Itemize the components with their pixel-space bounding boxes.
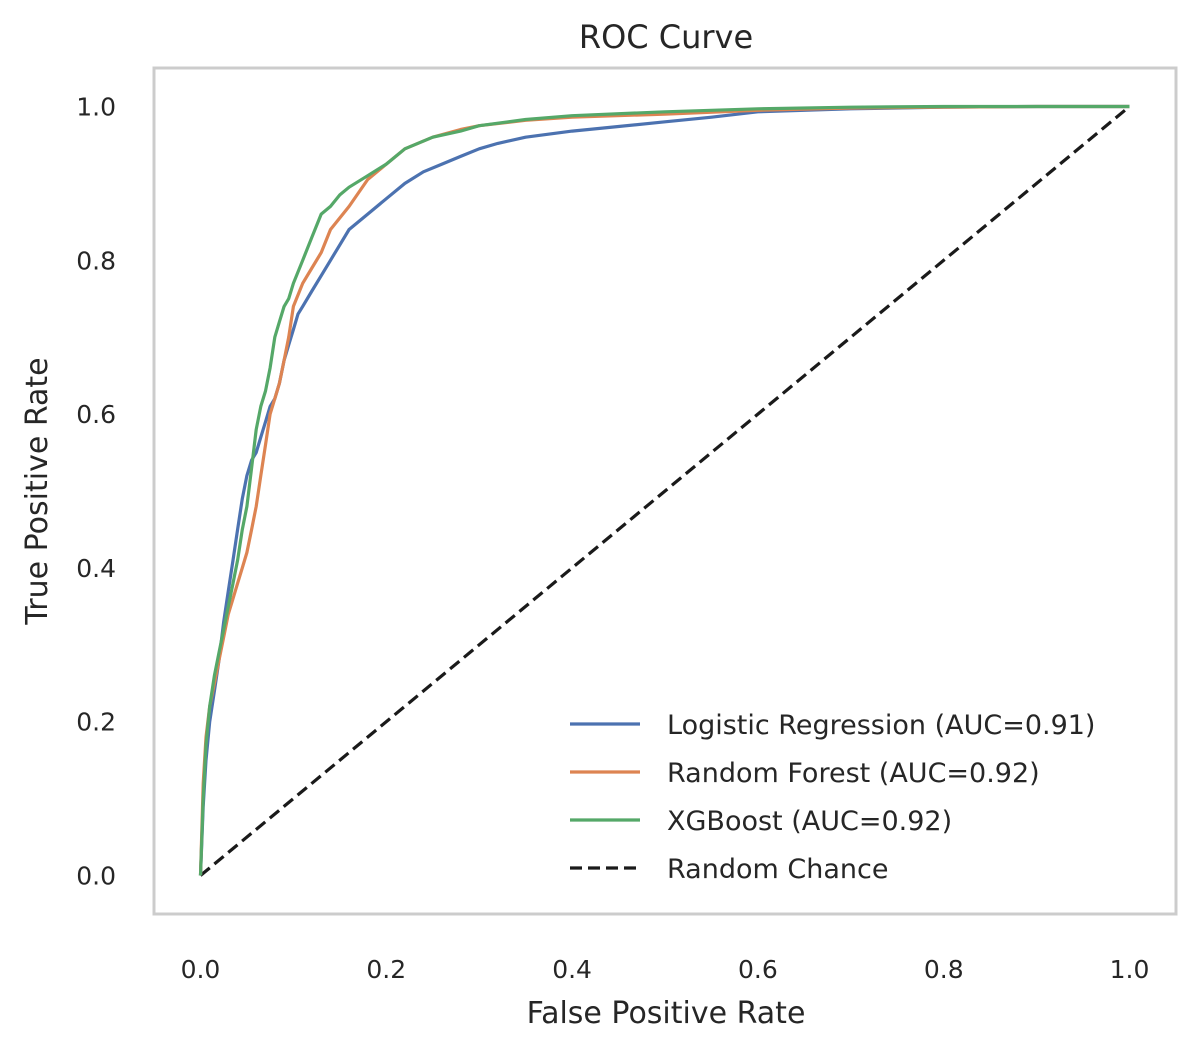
x-tick-label: 0.0: [181, 955, 221, 984]
legend-entry: XGBoost (AUC=0.92): [667, 806, 952, 837]
chart-title: ROC Curve: [579, 18, 753, 56]
x-axis-ticks: 0.0 0.2 0.4 0.6 0.8 1.0: [181, 955, 1150, 984]
x-axis-label: False Positive Rate: [527, 996, 806, 1031]
x-tick-label: 0.4: [552, 955, 592, 984]
y-tick-label: 0.4: [76, 554, 116, 583]
legend-entry: Random Forest (AUC=0.92): [667, 758, 1040, 789]
legend-entry: Logistic Regression (AUC=0.91): [667, 710, 1095, 741]
y-tick-label: 0.2: [76, 708, 116, 737]
y-axis-ticks: 0.0 0.2 0.4 0.6 0.8 1.0: [76, 92, 116, 890]
y-tick-label: 0.0: [76, 862, 116, 891]
series-layer: [198, 104, 1131, 877]
x-tick-label: 0.2: [366, 955, 406, 984]
y-axis-label: True Positive Rate: [20, 357, 55, 625]
series-line-2: [198, 104, 1130, 876]
series-line-3: [199, 105, 1131, 877]
legend-entry: Random Chance: [667, 854, 888, 885]
y-tick-label: 1.0: [76, 92, 116, 121]
y-tick-label: 0.6: [76, 400, 116, 429]
x-tick-label: 0.6: [738, 955, 778, 984]
x-tick-label: 1.0: [1110, 955, 1150, 984]
y-tick-label: 0.8: [76, 246, 116, 275]
x-tick-label: 0.8: [924, 955, 964, 984]
legend: Logistic Regression (AUC=0.91) Random For…: [570, 710, 1095, 885]
series-line-0: [198, 104, 1130, 876]
